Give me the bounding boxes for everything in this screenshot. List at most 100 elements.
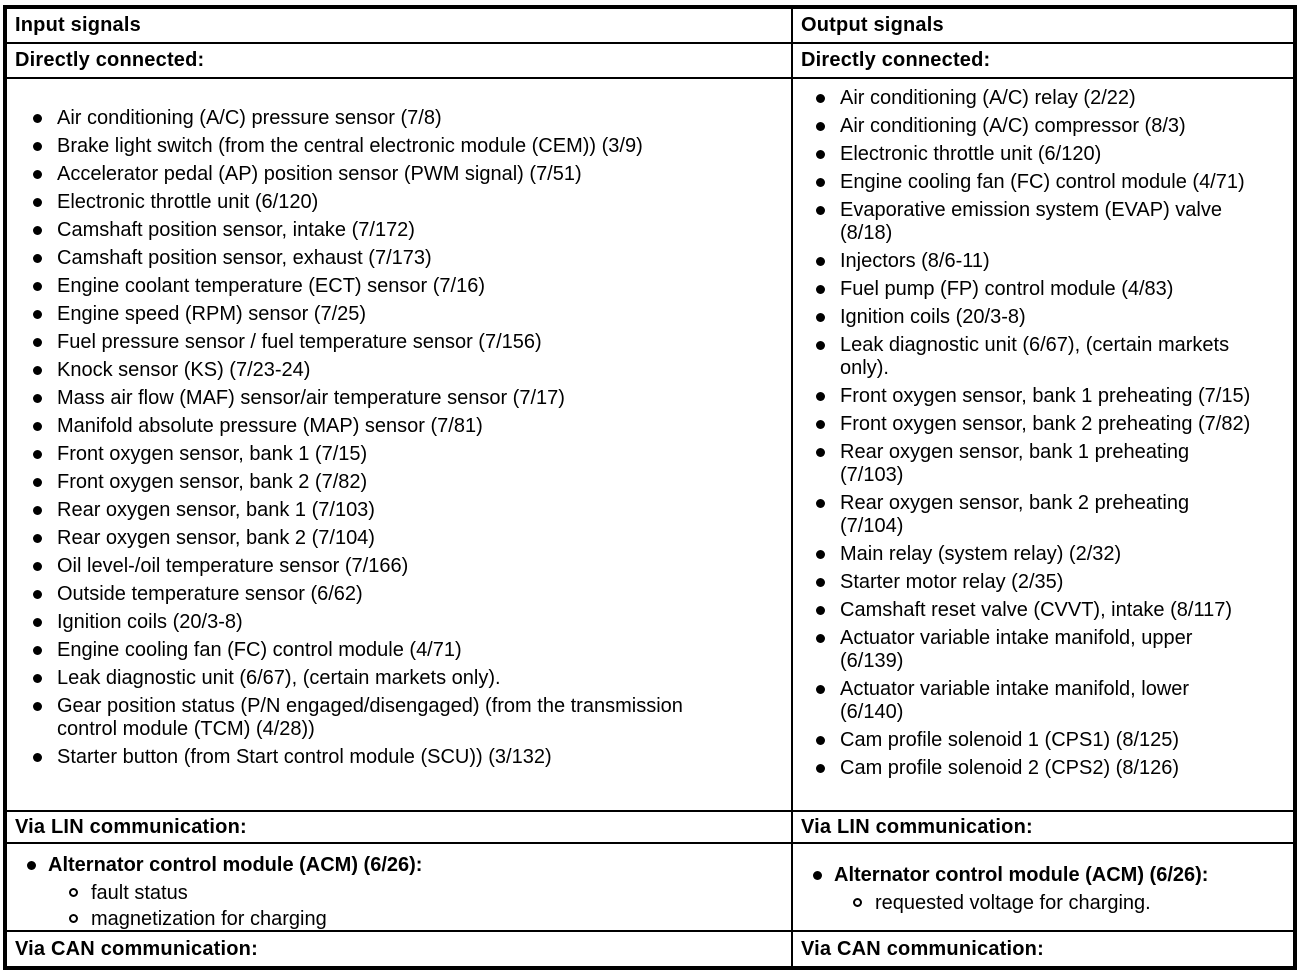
input-lin-module-item: Alternator control module (ACM) (6/26): — [7, 854, 791, 877]
input-lin-module-text: Alternator control module (ACM) (6/26): — [48, 854, 423, 876]
list-item-text: Leak diagnostic unit (6/67), (certain ma… — [840, 334, 1230, 379]
list-item: Mass air flow (MAF) sensor/air temperatu… — [33, 387, 781, 410]
list-item-text: Air conditioning (A/C) compressor (8/3) — [840, 115, 1186, 137]
input-can-label: Via CAN communication: — [7, 930, 793, 966]
list-item: Fuel pump (FP) control module (4/83) — [816, 278, 1285, 301]
list-item: Starter motor relay (2/35) — [816, 571, 1285, 594]
sub-list-item: magnetization for charging — [69, 906, 791, 930]
bullet-icon — [816, 578, 825, 587]
list-item: Engine cooling fan (FC) control module (… — [816, 171, 1285, 194]
list-item: Ignition coils (20/3-8) — [33, 611, 781, 634]
bullet-icon — [33, 142, 42, 151]
bullet-icon — [33, 394, 42, 403]
list-item-text: Manifold absolute pressure (MAP) sensor … — [57, 415, 483, 437]
bullet-icon — [816, 550, 825, 559]
output-lin-content-cell: Alternator control module (ACM) (6/26): … — [793, 842, 1293, 930]
bullet-icon — [816, 685, 825, 694]
input-lin-label: Via LIN communication: — [7, 810, 793, 842]
bullet-icon — [816, 448, 825, 457]
list-item-text: Front oxygen sensor, bank 1 (7/15) — [57, 443, 368, 465]
sub-list-item-text: magnetization for charging — [91, 908, 327, 930]
bullet-icon — [816, 178, 825, 187]
input-directly-connected-label: Directly connected: — [7, 42, 793, 77]
output-lin-label: Via LIN communication: — [793, 810, 1293, 842]
circle-bullet-icon — [69, 888, 78, 897]
list-item-text: Starter button (from Start control modul… — [57, 746, 552, 768]
list-item-text: Air conditioning (A/C) relay (2/22) — [840, 87, 1136, 109]
list-item-text: Rear oxygen sensor, bank 1 preheating (7… — [840, 441, 1190, 486]
output-directly-connected-list: Air conditioning (A/C) relay (2/22) Air … — [793, 87, 1285, 780]
list-item: Air conditioning (A/C) relay (2/22) — [816, 87, 1285, 110]
list-item: Manifold absolute pressure (MAP) sensor … — [33, 415, 781, 438]
output-directly-connected-label: Directly connected: — [793, 42, 1293, 77]
bullet-icon — [816, 634, 825, 643]
list-item-text: Gear position status (P/N engaged/diseng… — [57, 695, 683, 740]
list-item: Starter button (from Start control modul… — [33, 746, 781, 769]
bullet-icon — [33, 590, 42, 599]
list-item-text: Engine coolant temperature (ECT) sensor … — [57, 275, 485, 297]
bullet-icon — [33, 226, 42, 235]
list-item-text: Outside temperature sensor (6/62) — [57, 583, 363, 605]
list-item: Leak diagnostic unit (6/67), (certain ma… — [816, 334, 1285, 380]
list-item-text: Engine cooling fan (FC) control module (… — [840, 171, 1245, 193]
bullet-icon — [33, 618, 42, 627]
bullet-icon — [816, 392, 825, 401]
bullet-icon — [816, 285, 825, 294]
list-item: Engine coolant temperature (ECT) sensor … — [33, 275, 781, 298]
list-item-text: Cam profile solenoid 1 (CPS1) (8/125) — [840, 729, 1180, 751]
list-item-text: Accelerator pedal (AP) position sensor (… — [57, 163, 582, 185]
list-item: Main relay (system relay) (2/32) — [816, 543, 1285, 566]
bullet-icon — [816, 257, 825, 266]
input-lin-sublist: fault status magnetization for charging — [7, 880, 791, 930]
bullet-icon — [33, 114, 42, 123]
list-item-text: Air conditioning (A/C) pressure sensor (… — [57, 107, 442, 129]
list-item: Rear oxygen sensor, bank 2 preheating (7… — [816, 492, 1285, 538]
list-item-text: Main relay (system relay) (2/32) — [840, 543, 1122, 565]
list-item: Engine cooling fan (FC) control module (… — [33, 639, 781, 662]
list-item-text: Camshaft position sensor, intake (7/172) — [57, 219, 415, 241]
output-signals-title: Output signals — [801, 14, 944, 36]
bullet-icon — [33, 562, 42, 571]
list-item: Camshaft reset valve (CVVT), intake (8/1… — [816, 599, 1285, 622]
list-item-text: Electronic throttle unit (6/120) — [57, 191, 319, 213]
list-item: Oil level-/oil temperature sensor (7/166… — [33, 555, 781, 578]
list-item: Electronic throttle unit (6/120) — [816, 143, 1285, 166]
sub-list-item-text: fault status — [91, 882, 188, 904]
bullet-icon — [33, 674, 42, 683]
list-item: Engine speed (RPM) sensor (7/25) — [33, 303, 781, 326]
bullet-icon — [816, 313, 825, 322]
list-item-text: Leak diagnostic unit (6/67), (certain ma… — [57, 667, 501, 689]
output-can-label: Via CAN communication: — [793, 930, 1293, 966]
list-item-text: Oil level-/oil temperature sensor (7/166… — [57, 555, 409, 577]
list-item: Gear position status (P/N engaged/diseng… — [33, 695, 781, 741]
list-item-text: Knock sensor (KS) (7/23-24) — [57, 359, 311, 381]
list-item-text: Fuel pressure sensor / fuel temperature … — [57, 331, 542, 353]
list-item-text: Fuel pump (FP) control module (4/83) — [840, 278, 1174, 300]
list-item: Leak diagnostic unit (6/67), (certain ma… — [33, 667, 781, 690]
list-item-text: Actuator variable intake manifold, upper… — [840, 627, 1193, 672]
bullet-icon — [816, 122, 825, 131]
list-item: Cam profile solenoid 1 (CPS1) (8/125) — [816, 729, 1285, 752]
bullet-icon — [816, 150, 825, 159]
list-item-text: Cam profile solenoid 2 (CPS2) (8/126) — [840, 757, 1180, 779]
list-item: Electronic throttle unit (6/120) — [33, 191, 781, 214]
list-item-text: Camshaft position sensor, exhaust (7/173… — [57, 247, 432, 269]
list-item-text: Ignition coils (20/3-8) — [57, 611, 243, 633]
bullet-icon — [816, 606, 825, 615]
bullet-icon — [813, 871, 822, 880]
bullet-icon — [33, 310, 42, 319]
bullet-icon — [33, 506, 42, 515]
list-item-text: Engine cooling fan (FC) control module (… — [57, 639, 462, 661]
list-item-text: Starter motor relay (2/35) — [840, 571, 1064, 593]
list-item: Ignition coils (20/3-8) — [816, 306, 1285, 329]
bullet-icon — [816, 736, 825, 745]
list-item-text: Rear oxygen sensor, bank 2 (7/104) — [57, 527, 375, 549]
sub-list-item-text: requested voltage for charging. — [875, 892, 1151, 914]
output-lin-module-item: Alternator control module (ACM) (6/26): — [793, 864, 1293, 887]
circle-bullet-icon — [69, 914, 78, 923]
list-item: Air conditioning (A/C) compressor (8/3) — [816, 115, 1285, 138]
bullet-icon — [816, 94, 825, 103]
list-item-text: Mass air flow (MAF) sensor/air temperatu… — [57, 387, 565, 409]
list-item: Evaporative emission system (EVAP) valve… — [816, 199, 1285, 245]
bullet-icon — [33, 478, 42, 487]
